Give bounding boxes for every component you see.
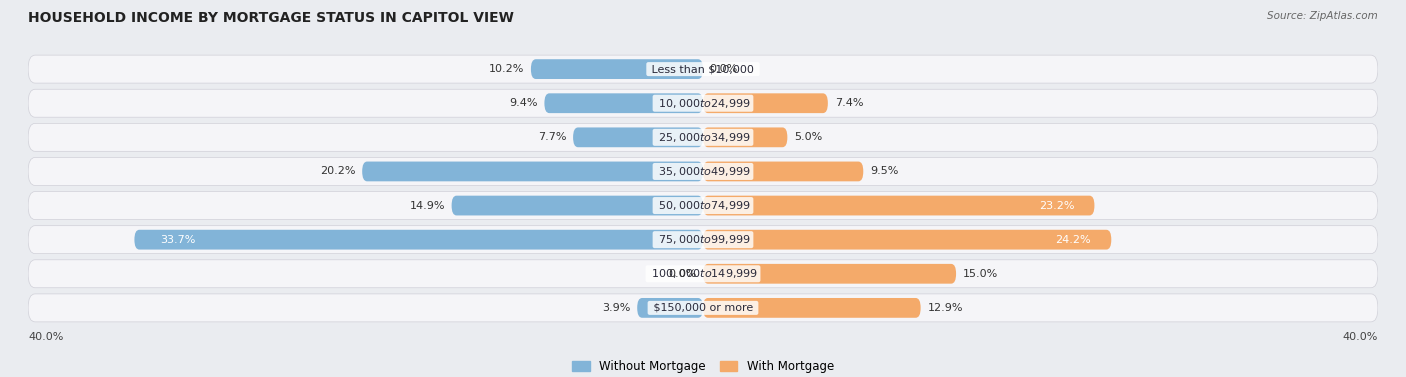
FancyBboxPatch shape	[703, 230, 1111, 250]
Text: 0.0%: 0.0%	[710, 64, 738, 74]
FancyBboxPatch shape	[28, 89, 1378, 117]
Text: $150,000 or more: $150,000 or more	[650, 303, 756, 313]
Text: 15.0%: 15.0%	[963, 269, 998, 279]
Text: 0.0%: 0.0%	[668, 269, 696, 279]
FancyBboxPatch shape	[28, 294, 1378, 322]
FancyBboxPatch shape	[28, 260, 1378, 288]
FancyBboxPatch shape	[28, 192, 1378, 219]
Text: 9.5%: 9.5%	[870, 166, 898, 176]
FancyBboxPatch shape	[28, 123, 1378, 151]
FancyBboxPatch shape	[703, 264, 956, 284]
Text: 20.2%: 20.2%	[321, 166, 356, 176]
Text: 40.0%: 40.0%	[28, 332, 63, 342]
FancyBboxPatch shape	[28, 55, 1378, 83]
Text: Source: ZipAtlas.com: Source: ZipAtlas.com	[1267, 11, 1378, 21]
FancyBboxPatch shape	[135, 230, 703, 250]
FancyBboxPatch shape	[544, 93, 703, 113]
Text: 7.7%: 7.7%	[538, 132, 567, 143]
FancyBboxPatch shape	[703, 93, 828, 113]
Text: $50,000 to $74,999: $50,000 to $74,999	[655, 199, 751, 212]
Text: $75,000 to $99,999: $75,000 to $99,999	[655, 233, 751, 246]
FancyBboxPatch shape	[28, 226, 1378, 254]
FancyBboxPatch shape	[703, 298, 921, 318]
Text: 14.9%: 14.9%	[409, 201, 444, 211]
FancyBboxPatch shape	[703, 162, 863, 181]
Text: $10,000 to $24,999: $10,000 to $24,999	[655, 97, 751, 110]
Text: $25,000 to $34,999: $25,000 to $34,999	[655, 131, 751, 144]
Text: 7.4%: 7.4%	[835, 98, 863, 108]
FancyBboxPatch shape	[703, 127, 787, 147]
Text: 3.9%: 3.9%	[602, 303, 630, 313]
Text: $100,000 to $149,999: $100,000 to $149,999	[648, 267, 758, 280]
Text: Less than $10,000: Less than $10,000	[648, 64, 758, 74]
Text: 40.0%: 40.0%	[1343, 332, 1378, 342]
FancyBboxPatch shape	[703, 196, 1094, 215]
Text: 5.0%: 5.0%	[794, 132, 823, 143]
Text: 23.2%: 23.2%	[1039, 201, 1074, 211]
FancyBboxPatch shape	[451, 196, 703, 215]
Text: 33.7%: 33.7%	[160, 234, 195, 245]
Text: 24.2%: 24.2%	[1056, 234, 1091, 245]
Text: 9.4%: 9.4%	[509, 98, 537, 108]
Text: $35,000 to $49,999: $35,000 to $49,999	[655, 165, 751, 178]
Legend: Without Mortgage, With Mortgage: Without Mortgage, With Mortgage	[567, 355, 839, 377]
FancyBboxPatch shape	[574, 127, 703, 147]
Text: HOUSEHOLD INCOME BY MORTGAGE STATUS IN CAPITOL VIEW: HOUSEHOLD INCOME BY MORTGAGE STATUS IN C…	[28, 11, 515, 25]
Text: 10.2%: 10.2%	[489, 64, 524, 74]
FancyBboxPatch shape	[28, 158, 1378, 185]
FancyBboxPatch shape	[531, 59, 703, 79]
FancyBboxPatch shape	[637, 298, 703, 318]
FancyBboxPatch shape	[363, 162, 703, 181]
Text: 12.9%: 12.9%	[928, 303, 963, 313]
